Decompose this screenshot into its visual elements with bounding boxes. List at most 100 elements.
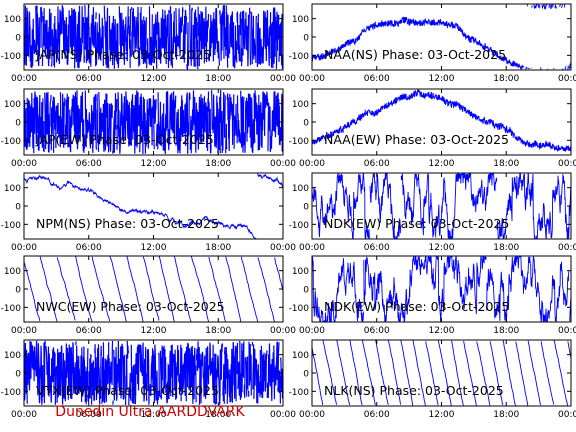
y-tick-label: 100: [292, 15, 309, 25]
x-tick-label: 18:00: [493, 74, 519, 84]
chart-panel: 100 0 -100 00:00 06:00 12:00 18:00 00:00 NPM(NS)…: [1, 172, 296, 253]
x-tick-label: 06:00: [364, 159, 390, 169]
x-tick-label: 00:00: [299, 326, 325, 336]
x-tick-label: 00:00: [11, 159, 37, 169]
x-tick-label: 00:00: [558, 326, 576, 336]
x-tick-label: 00:00: [558, 74, 576, 84]
chart-panel: 100 0 -100 00:00 06:00 12:00 18:00 00:00 NAA(NS)…: [289, 3, 576, 84]
y-tick-label: 0: [15, 119, 21, 129]
x-tick-label: 12:00: [429, 326, 455, 336]
phase-series-line: [24, 89, 283, 155]
footer-label: Dunedin Ultra AARDDVARK: [55, 404, 245, 420]
x-tick-label: 18:00: [493, 159, 519, 169]
x-tick-label: 18:00: [205, 159, 231, 169]
x-tick-label: 12:00: [141, 74, 167, 84]
x-tick-label: 06:00: [76, 410, 102, 420]
x-tick-label: 06:00: [76, 326, 102, 336]
chart-title: JAP(NS) Phase: 03-Oct-2025: [35, 47, 211, 62]
x-tick-label: 00:00: [11, 410, 37, 420]
chart-title: NLK(NS) Phase: 03-Oct-2025: [324, 383, 504, 398]
y-tick-label: -100: [1, 52, 22, 62]
phase-series-line: [312, 173, 571, 239]
x-tick-label: 18:00: [205, 326, 231, 336]
y-tick-label: 0: [303, 203, 309, 213]
phase-series-line: [24, 4, 283, 70]
chart-panel: 100 0 -100 00:00 06:00 12:00 18:00 00:00 JAP(EW)…: [1, 88, 296, 169]
phase-series-line: [312, 340, 571, 406]
x-tick-label: 18:00: [205, 410, 231, 420]
phase-series-line: [24, 256, 283, 322]
x-tick-label: 00:00: [270, 410, 296, 420]
x-tick-label: 00:00: [270, 243, 296, 253]
y-tick-label: 100: [4, 100, 21, 110]
x-tick-label: 00:00: [270, 159, 296, 169]
y-tick-label: 0: [15, 34, 21, 44]
x-tick-label: 06:00: [364, 326, 390, 336]
chart-title: NPM(NS) Phase: 03-Oct-2025: [36, 216, 219, 231]
x-tick-label: 18:00: [205, 74, 231, 84]
chart-panel: 100 0 -100 00:00 06:00 12:00 18:00 00:00 NDK(EW)…: [289, 255, 576, 336]
chart-panel: 100 0 -100 00:00 06:00 12:00 18:00 00:00 JAP(NS)…: [1, 3, 296, 84]
x-tick-label: 06:00: [76, 159, 102, 169]
chart-panel: 100 0 -100 00:00 06:00 12:00 18:00 00:00 VTX(EW)…: [1, 339, 296, 420]
y-tick-label: -100: [1, 304, 22, 314]
chart-title: JAP(EW) Phase: 03-Oct-2025: [35, 132, 214, 147]
chart-title: NWC(EW) Phase: 03-Oct-2025: [36, 299, 225, 314]
x-tick-label: 12:00: [141, 159, 167, 169]
x-tick-label: 12:00: [429, 410, 455, 420]
y-tick-label: 100: [292, 351, 309, 361]
y-tick-label: -100: [289, 388, 310, 398]
x-tick-label: 12:00: [141, 410, 167, 420]
y-tick-label: 0: [15, 370, 21, 380]
y-tick-label: 0: [303, 34, 309, 44]
phase-series-line: [312, 89, 571, 153]
chart-title: NDK(EW) Phase: 03-Oct-2025: [324, 216, 509, 231]
y-tick-label: -100: [1, 388, 22, 398]
y-tick-label: 100: [292, 184, 309, 194]
phase-series-line: [24, 173, 283, 239]
y-tick-label: -100: [289, 52, 310, 62]
phase-series-line: [312, 256, 571, 322]
x-tick-label: 00:00: [558, 410, 576, 420]
y-tick-label: 0: [15, 286, 21, 296]
chart-title: NAA(EW) Phase: 03-Oct-2025: [324, 132, 509, 147]
x-tick-label: 18:00: [493, 243, 519, 253]
chart-panel: 100 0 -100 00:00 06:00 12:00 18:00 00:00 NLK(NS)…: [289, 339, 576, 420]
y-tick-label: -100: [289, 304, 310, 314]
x-tick-label: 00:00: [11, 326, 37, 336]
y-tick-label: 100: [292, 100, 309, 110]
x-tick-label: 18:00: [493, 326, 519, 336]
y-tick-label: -100: [1, 221, 22, 231]
x-tick-label: 12:00: [429, 243, 455, 253]
x-tick-label: 00:00: [558, 159, 576, 169]
x-tick-label: 00:00: [270, 74, 296, 84]
y-tick-label: 100: [292, 267, 309, 277]
y-tick-label: 0: [303, 119, 309, 129]
x-tick-label: 06:00: [76, 243, 102, 253]
y-tick-label: -100: [1, 137, 22, 147]
x-tick-label: 00:00: [11, 74, 37, 84]
chart-panel: 100 0 -100 00:00 06:00 12:00 18:00 00:00 NDK(EW)…: [289, 172, 576, 253]
y-tick-label: 0: [303, 286, 309, 296]
y-tick-label: 100: [4, 351, 21, 361]
x-tick-label: 00:00: [270, 326, 296, 336]
x-tick-label: 12:00: [429, 159, 455, 169]
phase-series-line: [24, 340, 283, 406]
x-tick-label: 00:00: [11, 243, 37, 253]
y-tick-label: 100: [4, 267, 21, 277]
x-tick-label: 06:00: [364, 74, 390, 84]
chart-panel: 100 0 -100 00:00 06:00 12:00 18:00 00:00 NAA(EW)…: [289, 88, 576, 169]
y-tick-label: 100: [4, 15, 21, 25]
x-tick-label: 18:00: [205, 243, 231, 253]
y-tick-label: 100: [4, 184, 21, 194]
x-tick-label: 00:00: [299, 74, 325, 84]
x-tick-label: 00:00: [299, 243, 325, 253]
x-tick-label: 12:00: [141, 326, 167, 336]
x-tick-label: 12:00: [429, 74, 455, 84]
phase-series-line: [312, 4, 571, 70]
x-tick-label: 06:00: [76, 74, 102, 84]
y-tick-label: 0: [303, 370, 309, 380]
y-tick-label: -100: [289, 137, 310, 147]
chart-title: NAA(NS) Phase: 03-Oct-2025: [324, 47, 506, 62]
x-tick-label: 00:00: [558, 243, 576, 253]
